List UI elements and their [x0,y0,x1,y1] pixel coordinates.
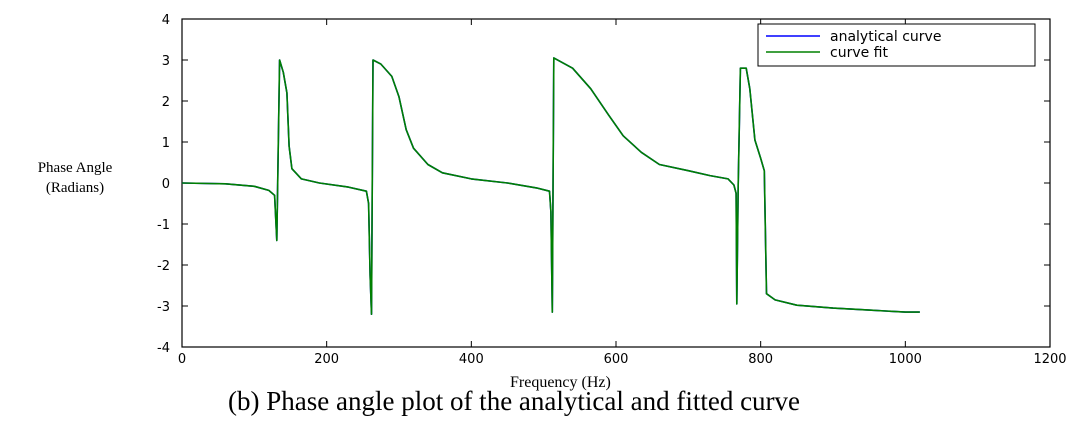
plot-frame [181,18,1051,348]
series-lines [181,57,920,315]
y-tick-label: 1 [162,136,170,151]
y-tick-label: -2 [157,259,170,274]
figure-caption: (b) Phase angle plot of the analytical a… [228,386,801,416]
y-tick-label: 2 [162,95,170,110]
series-line-analytical-curve [181,57,920,315]
y-axis-label: Phase Angle (Radians) [10,158,140,198]
axis-ticks: 0 200 400 600 800 1000 1200 -4 -3 -2 -1 0 1 2 3 4 [157,13,1067,367]
y-tick-label: -1 [157,218,170,233]
x-tick-label: 400 [459,352,484,367]
x-tick-label: 1000 [889,352,922,367]
x-tick-label: 200 [314,352,339,367]
y-tick-label: -3 [157,300,170,315]
y-tick-label: 4 [162,13,170,28]
x-axis-label: Frequency (Hz) [510,374,611,391]
x-tick-label: 1200 [1033,352,1066,367]
x-tick-label: 800 [748,352,773,367]
y-tick-label: -4 [157,341,170,356]
legend-label: analytical curve [830,29,941,45]
legend-label: curve fit [830,45,888,61]
y-tick-label: 0 [162,177,170,192]
legend-box [757,23,1036,67]
series-line-curve-fit [181,57,920,315]
x-tick-label: 0 [178,352,186,367]
plot-area-border [181,18,1051,348]
y-axis-label-line-2: (Radians) [45,180,105,196]
x-tick-label: 600 [604,352,629,367]
y-axis-label-line-1: Phase Angle [37,160,113,176]
y-tick-label: 3 [162,54,170,69]
